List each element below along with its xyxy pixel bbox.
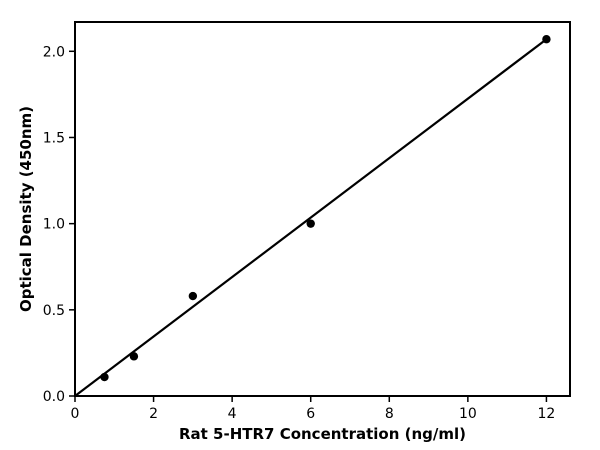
x-tick-label: 12 xyxy=(538,406,556,422)
y-tick-label: 0.0 xyxy=(43,389,65,405)
y-tick-label: 1.0 xyxy=(43,217,65,233)
plot-frame xyxy=(74,21,571,397)
data-point xyxy=(188,291,198,301)
data-point xyxy=(100,372,109,382)
data-point xyxy=(542,35,551,44)
x-tick-label: 4 xyxy=(228,406,237,422)
y-axis-title: Optical Density (450nm) xyxy=(17,106,35,312)
x-tick-label: 10 xyxy=(459,406,477,422)
y-tick-label: 0.5 xyxy=(43,303,65,319)
plot-area xyxy=(74,35,551,397)
x-axis: 0 2 4 6 8 10 12 xyxy=(71,396,556,422)
x-axis-title: Rat 5-HTR7 Concentration (ng/ml) xyxy=(179,425,466,443)
x-tick-label: 6 xyxy=(306,406,315,422)
y-tick-label: 2.0 xyxy=(43,44,65,60)
x-tick-label: 0 xyxy=(71,406,80,422)
x-tick-label: 8 xyxy=(385,406,394,422)
x-tick-label: 2 xyxy=(149,406,158,422)
fit-line xyxy=(74,38,548,397)
y-tick-label: 1.5 xyxy=(43,130,65,146)
data-point xyxy=(129,352,139,361)
y-axis: 0.0 0.5 1.0 1.5 2.0 xyxy=(43,44,75,405)
data-point xyxy=(306,219,315,228)
